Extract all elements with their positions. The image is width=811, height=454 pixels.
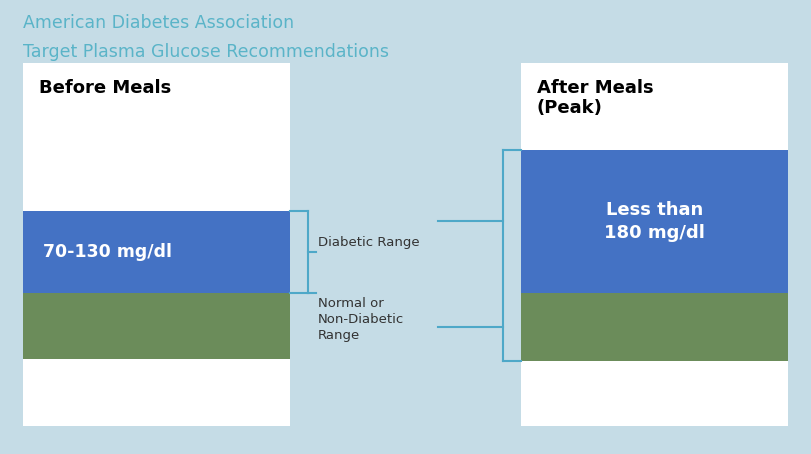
Text: 70-130 mg/dl: 70-130 mg/dl (43, 243, 172, 261)
Text: Less than
180 mg/dl: Less than 180 mg/dl (604, 201, 705, 242)
Text: Target Plasma Glucose Recommendations: Target Plasma Glucose Recommendations (23, 43, 388, 61)
FancyBboxPatch shape (521, 63, 788, 426)
Bar (521, 150, 788, 293)
Text: After Meals
(Peak): After Meals (Peak) (537, 79, 654, 117)
Text: Diabetic Range: Diabetic Range (318, 236, 419, 249)
Text: Normal or
Non-Diabetic
Range: Normal or Non-Diabetic Range (318, 297, 404, 342)
Bar (521, 293, 788, 361)
Bar (23, 211, 290, 293)
Bar (23, 293, 290, 359)
Text: Before Meals: Before Meals (39, 79, 171, 97)
FancyBboxPatch shape (23, 63, 290, 426)
Text: American Diabetes Association: American Diabetes Association (23, 14, 294, 32)
